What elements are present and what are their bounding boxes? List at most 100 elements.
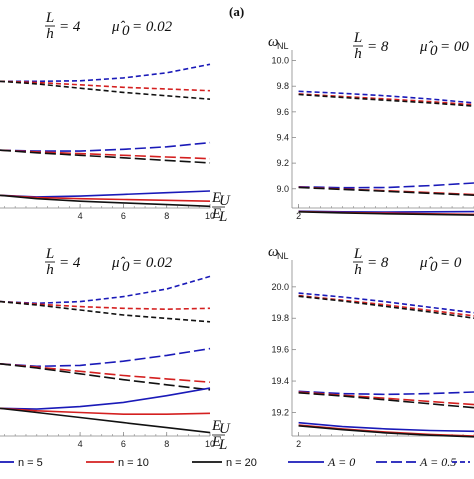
mu-value: = 00	[440, 39, 469, 55]
legend-label: A = 0	[327, 455, 355, 469]
legend-item: n = 5	[0, 457, 43, 469]
parameter-annotation: Lh = 8 μ̂ 0 = 00	[353, 30, 470, 62]
series-line-8	[0, 407, 211, 434]
x-tick-label: 8	[164, 211, 169, 221]
mu-subscript: 0	[430, 43, 438, 59]
y-tick-label: 9.4	[276, 132, 289, 142]
y-tick-label: 9.6	[276, 107, 289, 117]
y-tick-label: 19.2	[271, 407, 289, 417]
series-line-7	[0, 407, 211, 416]
x-tick-label: 6	[121, 439, 126, 449]
series-line-5	[298, 186, 474, 196]
x-tick-label: 2	[296, 211, 301, 221]
series-line-4	[298, 391, 474, 406]
legend-item: A = 0	[288, 455, 355, 469]
x-axis-label-bottom: E	[211, 206, 221, 222]
series-line-2	[298, 295, 474, 319]
series-line-0	[298, 292, 474, 314]
lh-value: = 4	[59, 255, 81, 271]
legend-item: n = 10	[86, 457, 149, 469]
series-line-0	[0, 275, 211, 305]
lh-numerator: L	[353, 246, 362, 262]
legend-label: A = 0.5	[419, 455, 456, 469]
lh-numerator: L	[45, 246, 54, 262]
mu-value: = 0	[440, 255, 462, 271]
series-line-5	[0, 149, 211, 164]
series-line-8	[0, 194, 211, 208]
lh-value: = 8	[367, 255, 389, 271]
series-line-1	[0, 80, 211, 92]
x-tick-label: 4	[78, 211, 83, 221]
x-axis-label-top: E	[211, 418, 221, 434]
lh-denominator: h	[354, 46, 362, 62]
y-tick-label: 9.0	[276, 184, 289, 194]
x-tick-label: 10	[205, 211, 215, 221]
x-tick-label: 4	[78, 439, 83, 449]
legend-item: n = 20	[192, 457, 257, 469]
lh-denominator: h	[46, 262, 54, 278]
series-line-8	[298, 425, 474, 438]
lh-value: = 4	[59, 19, 81, 35]
lh-numerator: L	[45, 10, 54, 26]
legend-label: n = 5	[18, 457, 43, 469]
parameter-annotation: Lh = 8 μ̂ 0 = 0	[353, 246, 462, 278]
series-line-5	[298, 392, 474, 409]
series-line-0	[298, 90, 474, 104]
y-tick-label: 9.8	[276, 81, 289, 91]
mu-subscript: 0	[122, 23, 130, 39]
x-tick-label: 10	[205, 439, 215, 449]
series-line-3	[0, 347, 211, 368]
y-tick-label: 9.2	[276, 158, 289, 168]
mu-value: = 0.02	[132, 255, 173, 271]
y-axis-label: ω	[268, 244, 279, 260]
series-line-2	[298, 93, 474, 107]
series-line-6	[0, 387, 211, 410]
panel-label: (a)	[229, 4, 244, 19]
x-tick-label: 2	[296, 439, 301, 449]
y-tick-label: 10.0	[271, 56, 289, 66]
series-line-0	[0, 63, 211, 83]
series-line-4	[0, 363, 211, 383]
x-tick-label: 6	[121, 211, 126, 221]
y-axis-label-sub: NL	[277, 251, 289, 261]
mu-value: = 0.02	[132, 19, 173, 35]
x-tick-label: 8	[164, 439, 169, 449]
lh-numerator: L	[353, 30, 362, 46]
x-axis-label-bottom-sub: L	[218, 209, 227, 225]
x-axis-label-bottom-sub: L	[218, 437, 227, 453]
lh-denominator: h	[354, 262, 362, 278]
legend: n = 5 n = 10 n = 20 A = 0 A = 0.5	[0, 455, 470, 469]
x-axis-label-top-sub: U	[219, 421, 231, 437]
series-line-2	[0, 300, 211, 323]
lh-denominator: h	[46, 26, 54, 42]
series-line-6	[298, 421, 474, 433]
legend-label: n = 20	[226, 457, 257, 469]
series-line-1	[298, 294, 474, 317]
y-tick-label: 20.0	[271, 282, 289, 292]
legend-label: n = 10	[118, 457, 149, 469]
parameter-annotation: Lh = 4 μ̂ 0 = 0.02	[45, 246, 173, 278]
y-tick-label: 19.4	[271, 376, 289, 386]
lh-value: = 8	[367, 39, 389, 55]
x-axis-label-bottom: E	[211, 434, 221, 450]
mu-subscript: 0	[430, 259, 438, 275]
series-line-6	[0, 190, 211, 198]
mu-subscript: 0	[122, 259, 130, 275]
legend-item: A = 0.5	[376, 455, 456, 469]
x-axis-label-top: E	[211, 190, 221, 206]
series-line-3	[298, 390, 474, 396]
parameter-annotation: Lh = 4 μ̂ 0 = 0.02	[45, 10, 173, 42]
y-tick-label: 19.6	[271, 345, 289, 355]
y-tick-label: 19.8	[271, 313, 289, 323]
series-line-5	[0, 363, 211, 391]
series-line-3	[0, 141, 211, 152]
series-line-8	[298, 211, 474, 216]
series-line-7	[0, 194, 211, 202]
series-line-1	[0, 300, 211, 311]
